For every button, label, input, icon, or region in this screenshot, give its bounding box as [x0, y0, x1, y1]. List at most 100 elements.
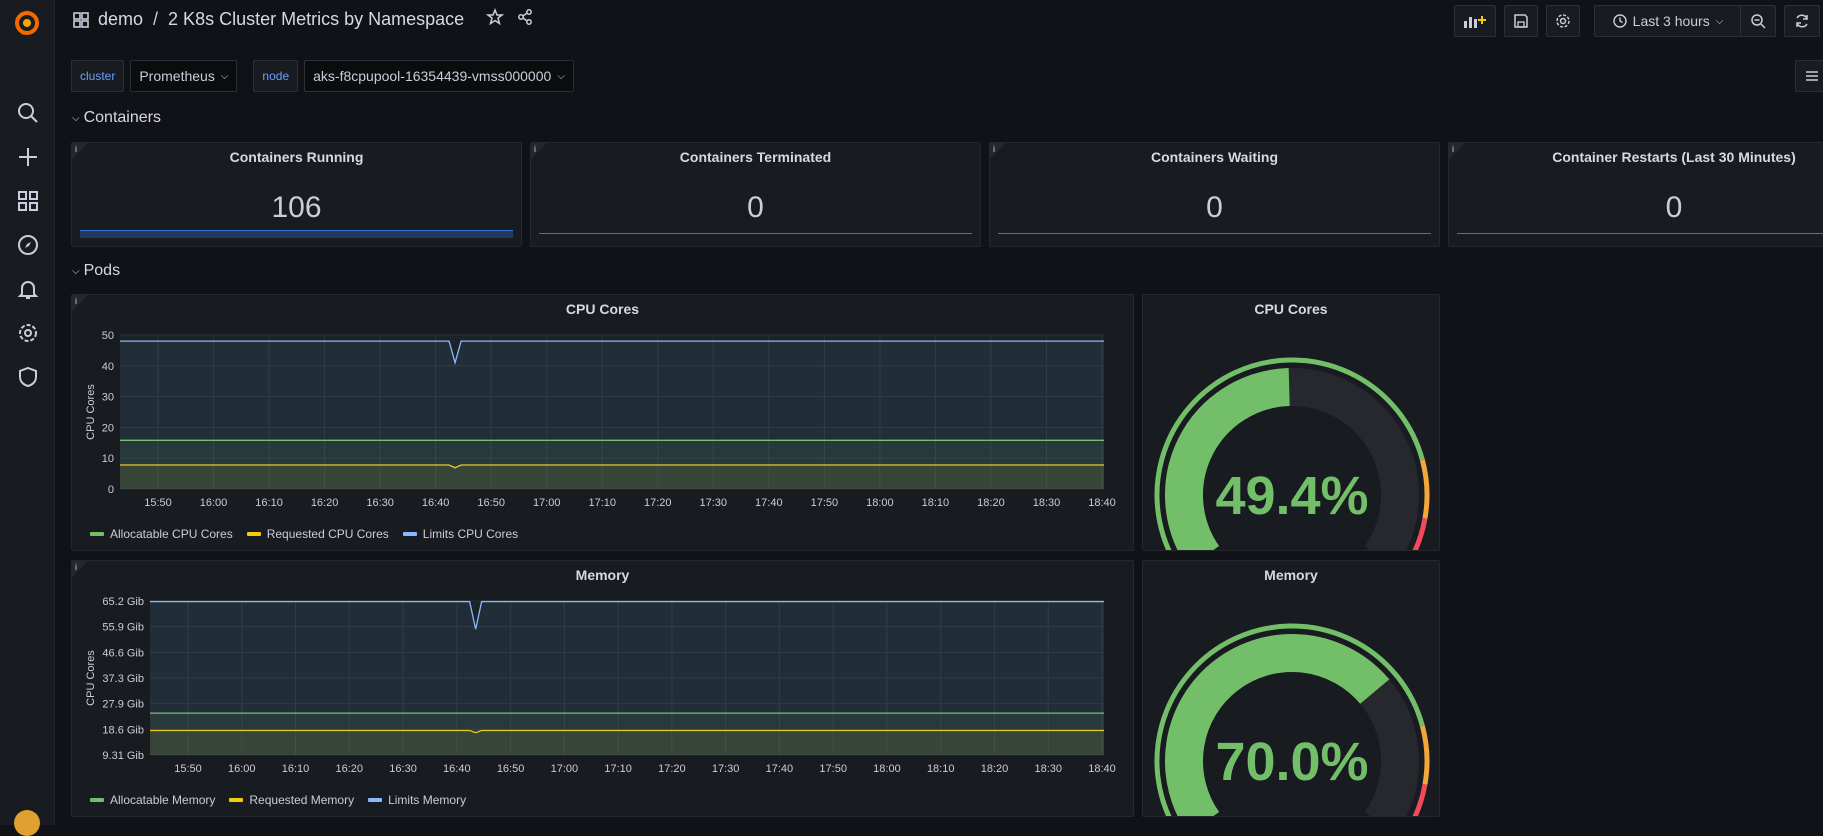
y-tick-label: 55.9 Gib — [102, 622, 144, 634]
y-tick-label: 18.6 Gib — [102, 724, 144, 736]
breadcrumb-separator: / — [153, 9, 159, 29]
svg-text:i: i — [534, 144, 536, 154]
legend-item[interactable]: Requested CPU Cores — [246, 527, 389, 541]
variable-value-cluster: Prometheus — [139, 68, 215, 84]
info-icon[interactable]: i — [531, 143, 547, 159]
x-tick-label: 16:10 — [282, 763, 310, 775]
breadcrumb-folder[interactable]: demo — [98, 9, 144, 29]
row-pods[interactable]: ⌵ Pods — [72, 262, 120, 280]
legend-label: Requested Memory — [249, 793, 355, 807]
refresh-button[interactable] — [1784, 5, 1820, 37]
y-tick-label: 37.3 Gib — [102, 673, 144, 685]
add-panel-button[interactable] — [1454, 5, 1496, 37]
y-tick-label: 10 — [102, 453, 114, 465]
x-tick-label: 17:10 — [604, 763, 632, 775]
stat-panel-containers-terminated[interactable]: i Containers Terminated 0 — [530, 142, 981, 247]
search-icon[interactable] — [14, 99, 42, 127]
gauge-threshold-orange — [1419, 459, 1430, 519]
dashboards-icon[interactable] — [14, 187, 42, 215]
gauge-panel-memory[interactable]: Memory 70.0% — [1142, 560, 1440, 817]
x-tick-label: 18:20 — [977, 497, 1005, 509]
cpu-cores-chart[interactable]: 50 40 30 20 10 0 15:50 16:00 16:10 16:20 16:30 16:4… — [72, 325, 1135, 511]
star-icon[interactable] — [485, 7, 505, 31]
time-picker-button[interactable]: Last 3 hours ⌵ — [1594, 5, 1742, 37]
variable-label-cluster: cluster — [71, 60, 125, 92]
top-bar: demo / 2 K8s Cluster Metrics by Namespac… — [56, 0, 1823, 42]
series-fill — [120, 464, 1104, 489]
row-menu-button[interactable] — [1795, 60, 1823, 92]
gauge-threshold-green — [1154, 623, 1425, 816]
memory-chart[interactable]: 65.2 Gib 55.9 Gib 46.6 Gib 37.3 Gib 27.9 Gib… — [72, 591, 1135, 777]
x-tick-label: 16:00 — [228, 763, 256, 775]
variable-select-node[interactable]: aks-f8cpupool-16354439-vmss000000 ⌵ — [304, 60, 574, 92]
y-tick-label: 0 — [108, 484, 114, 496]
variable-value-node: aks-f8cpupool-16354439-vmss000000 — [313, 68, 552, 84]
gauge-threshold-orange — [1419, 725, 1430, 785]
x-tick-label: 15:50 — [144, 497, 172, 509]
grafana-logo-icon[interactable] — [12, 8, 42, 38]
legend-label: Requested CPU Cores — [266, 527, 389, 541]
x-tick-label: 15:50 — [174, 763, 202, 775]
alerting-bell-icon[interactable] — [14, 275, 42, 303]
series-line — [150, 600, 1104, 630]
legend-item[interactable]: Limits Memory — [368, 793, 466, 807]
configuration-gear-icon[interactable] — [14, 319, 42, 347]
legend-swatch — [368, 798, 383, 802]
legend-swatch — [402, 532, 417, 536]
gauge-value-arc — [1165, 634, 1390, 816]
menu-lines-icon — [1806, 71, 1818, 81]
gauge-threshold-green — [1154, 357, 1425, 550]
zoom-out-button[interactable] — [1740, 5, 1776, 37]
plot-area — [120, 335, 1104, 489]
x-tick-label: 16:20 — [336, 763, 364, 775]
legend-item[interactable]: Limits CPU Cores — [402, 527, 518, 541]
row-containers[interactable]: ⌵ Containers — [72, 109, 161, 127]
info-icon[interactable]: i — [72, 143, 88, 159]
x-tick-label: 18:40 — [1088, 497, 1116, 509]
x-tick-label: 18:40 — [1088, 763, 1116, 775]
server-admin-shield-icon[interactable] — [14, 363, 42, 391]
stat-panel-containers-running[interactable]: i Containers Running 106 — [71, 142, 522, 247]
dashboard-title[interactable]: 2 K8s Cluster Metrics by Namespace — [168, 9, 465, 29]
legend-swatch — [90, 798, 104, 802]
share-icon[interactable] — [516, 8, 534, 31]
legend: Allocatable Memory Requested Memory Limi… — [90, 793, 466, 807]
variable-select-cluster[interactable]: Prometheus ⌵ — [130, 60, 238, 92]
info-icon[interactable]: i — [72, 561, 88, 577]
stat-sparkline — [998, 233, 1431, 234]
zoom-out-icon — [1751, 14, 1766, 29]
stat-panel-containers-waiting[interactable]: i Containers Waiting 0 — [989, 142, 1440, 247]
x-tick-label: 18:00 — [866, 497, 894, 509]
y-tick-label: 27.9 Gib — [102, 699, 144, 711]
timeseries-panel-cpu-cores[interactable]: i CPU Cores 50 40 30 20 10 0 15:50 16:00 16:10 16… — [71, 294, 1134, 551]
info-icon[interactable]: i — [1449, 143, 1465, 159]
info-icon[interactable]: i — [72, 295, 88, 311]
x-tick-label: 17:30 — [700, 497, 728, 509]
info-icon[interactable]: i — [990, 143, 1006, 159]
legend-label: Allocatable Memory — [110, 793, 216, 807]
legend-item[interactable]: Allocatable Memory — [90, 793, 215, 807]
gauge-panel-cpu-cores[interactable]: CPU Cores 49.4% — [1142, 294, 1440, 551]
legend-label: Limits Memory — [388, 793, 467, 807]
stat-panel-container-restarts[interactable]: i Container Restarts (Last 30 Minutes) 0 — [1448, 142, 1823, 247]
variable-label-node: node — [253, 60, 299, 92]
x-tick-label: 16:40 — [422, 497, 450, 509]
save-dashboard-button[interactable] — [1504, 5, 1538, 37]
user-avatar[interactable] — [14, 810, 40, 836]
legend-item[interactable]: Requested Memory — [229, 793, 354, 807]
plus-icon[interactable] — [14, 143, 42, 171]
dashboard-settings-button[interactable] — [1546, 5, 1580, 37]
stat-value: 0 — [747, 191, 764, 224]
y-tick-label: 30 — [102, 392, 114, 404]
y-tick-label: 50 — [102, 330, 114, 342]
legend-swatch — [90, 532, 104, 536]
series-fill — [150, 713, 1104, 755]
gauge-threshold-red — [1412, 783, 1428, 816]
series-fill — [120, 341, 1104, 489]
x-tick-label: 17:50 — [811, 497, 839, 509]
explore-compass-icon[interactable] — [14, 231, 42, 259]
legend-item[interactable]: Allocatable CPU Cores — [90, 527, 233, 541]
svg-text:i: i — [1452, 144, 1454, 154]
timeseries-panel-memory[interactable]: i Memory 65.2 Gib 55.9 Gib 46.6 Gib 37.3 Gi… — [71, 560, 1134, 817]
y-tick-label: 46.6 Gib — [102, 647, 144, 659]
